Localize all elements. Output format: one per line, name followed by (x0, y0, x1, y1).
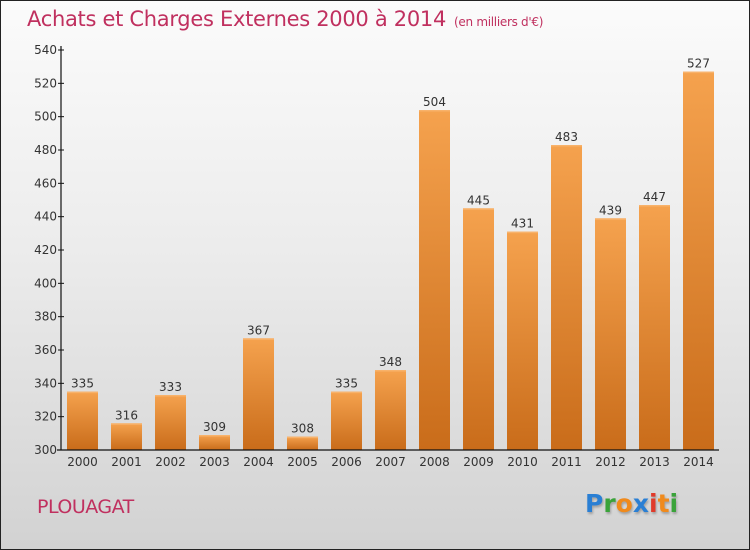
data-label: 335 (71, 377, 94, 391)
bar (287, 436, 318, 450)
chart-title: Achats et Charges Externes 2000 à 2014 (e… (27, 7, 543, 31)
x-tick-label: 2007 (375, 455, 406, 469)
x-tick-label: 2006 (331, 455, 362, 469)
bar (111, 423, 142, 450)
y-tick-label: 340 (34, 376, 57, 390)
bar (463, 208, 494, 450)
bar-highlight (67, 391, 98, 394)
x-tick-label: 2014 (683, 455, 714, 469)
bar-highlight (111, 423, 142, 425)
y-tick-label: 300 (34, 443, 57, 457)
data-label: 439 (599, 203, 622, 217)
data-label: 335 (335, 377, 358, 391)
bar (375, 370, 406, 450)
y-tick-label: 480 (34, 143, 57, 157)
data-label: 348 (379, 355, 402, 369)
bar-highlight (243, 338, 274, 340)
bar-highlight (507, 231, 538, 234)
logo-letter: P (585, 489, 604, 518)
bar-highlight (551, 145, 582, 147)
bar-highlight (287, 436, 318, 439)
y-tick-label: 520 (34, 76, 57, 90)
city-name: PLOUAGAT (37, 496, 134, 518)
data-label: 483 (555, 130, 578, 144)
bar-highlight (331, 391, 362, 394)
bar-highlight (419, 110, 450, 112)
data-label: 504 (423, 95, 446, 109)
bar (683, 71, 714, 451)
y-tick-label: 400 (34, 276, 57, 290)
bar (243, 338, 274, 450)
y-tick-label: 500 (34, 110, 57, 124)
y-tick-label: 320 (34, 410, 57, 424)
logo-letter: i (669, 489, 679, 518)
chart-title-text: Achats et Charges Externes 2000 à 2014 (27, 7, 447, 31)
data-label: 309 (203, 420, 226, 434)
x-tick-label: 2012 (595, 455, 626, 469)
x-tick-label: 2008 (419, 455, 450, 469)
x-tick-label: 2001 (111, 455, 142, 469)
x-tick-label: 2009 (463, 455, 494, 469)
data-label: 316 (115, 408, 138, 422)
data-label: 431 (511, 217, 534, 231)
data-label: 445 (467, 193, 490, 207)
x-tick-label: 2005 (287, 455, 318, 469)
data-label: 447 (643, 190, 666, 204)
y-tick-label: 460 (34, 176, 57, 190)
logo-letter: x (632, 489, 649, 518)
y-tick-label: 420 (34, 243, 57, 257)
logo-letter: i (649, 489, 658, 518)
data-label: 333 (159, 380, 182, 394)
proxiti-logo: Proxiti (585, 489, 678, 518)
logo-letter: t (657, 489, 670, 518)
bar (419, 110, 450, 450)
y-tick-label: 380 (34, 310, 57, 324)
x-tick-label: 2011 (551, 455, 582, 469)
y-tick-label: 440 (34, 210, 57, 224)
y-tick-label: 360 (34, 343, 57, 357)
bar (155, 395, 186, 450)
bar (639, 205, 670, 450)
bar-highlight (155, 395, 186, 397)
bar-highlight (595, 218, 626, 220)
x-tick-label: 2003 (199, 455, 230, 469)
x-tick-label: 2002 (155, 455, 186, 469)
x-tick-label: 2013 (639, 455, 670, 469)
data-label: 308 (291, 422, 314, 436)
bar (199, 435, 230, 450)
bar-highlight (199, 435, 230, 437)
data-label: 527 (687, 57, 710, 71)
chart-subtitle: (en milliers d'€) (454, 15, 544, 29)
x-tick-label: 2000 (67, 455, 98, 469)
logo-letter: o (615, 489, 633, 518)
data-label: 367 (247, 323, 270, 337)
x-tick-label: 2004 (243, 455, 274, 469)
bar (67, 391, 98, 450)
logo-letter: r (603, 489, 616, 518)
bar-highlight (683, 71, 714, 74)
bar-highlight (375, 370, 406, 372)
y-tick-label: 540 (34, 43, 57, 57)
bar (551, 145, 582, 450)
bar (507, 231, 538, 450)
bar (331, 391, 362, 450)
bar-highlight (639, 205, 670, 207)
bar (595, 218, 626, 450)
x-tick-label: 2010 (507, 455, 538, 469)
bar-highlight (463, 208, 494, 210)
